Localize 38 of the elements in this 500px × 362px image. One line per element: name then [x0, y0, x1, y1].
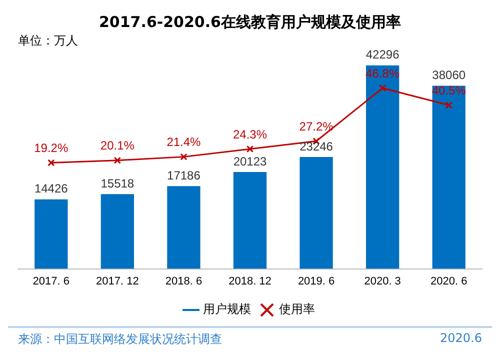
bar	[432, 86, 466, 269]
data-label: 23246	[300, 139, 334, 154]
data-label: 20.1%	[100, 138, 135, 153]
legend-label: 用户规模	[203, 302, 251, 316]
data-label: 15518	[100, 176, 134, 190]
x-tick-label: 2017. 12	[96, 275, 139, 288]
point	[445, 102, 452, 109]
chart-subtitle: 单位：万人	[18, 33, 78, 48]
bar	[366, 65, 400, 269]
bar	[167, 186, 200, 269]
data-label: 14426	[34, 182, 68, 196]
point	[246, 145, 254, 153]
data-label: 17186	[167, 168, 201, 182]
chart-title: 2017.6-2020.6在线教育用户规模及使用率	[99, 12, 401, 31]
text: 2020.6	[440, 331, 482, 347]
data-label: 20123	[233, 154, 268, 168]
data-label: 42296	[366, 48, 400, 62]
x-tick-label: 2020. 6	[430, 275, 468, 288]
point	[48, 159, 55, 166]
x-tick-label: 2018. 12	[228, 275, 272, 288]
point	[378, 84, 386, 92]
x-tick-label: 2017. 6	[32, 275, 70, 288]
x-tick-label: 2019. 6	[298, 275, 335, 288]
bar	[34, 199, 68, 269]
bar	[100, 194, 134, 269]
point	[114, 156, 122, 164]
bar	[300, 157, 333, 269]
x-tick-label: 2020. 3	[364, 275, 401, 288]
data-label: 21.4%	[166, 135, 202, 150]
point	[180, 153, 188, 160]
data-label: 27.2%	[299, 119, 334, 134]
x-tick-label: 2018. 6	[165, 275, 202, 288]
data-label: 38060	[432, 68, 466, 82]
data-label: 19.2%	[34, 141, 68, 156]
bar	[233, 172, 267, 269]
source-note: 来源：中国互联网络发展状况统计调查	[18, 331, 222, 348]
data-label: 24.3%	[232, 127, 268, 142]
legend-label: 使用率	[279, 302, 315, 316]
